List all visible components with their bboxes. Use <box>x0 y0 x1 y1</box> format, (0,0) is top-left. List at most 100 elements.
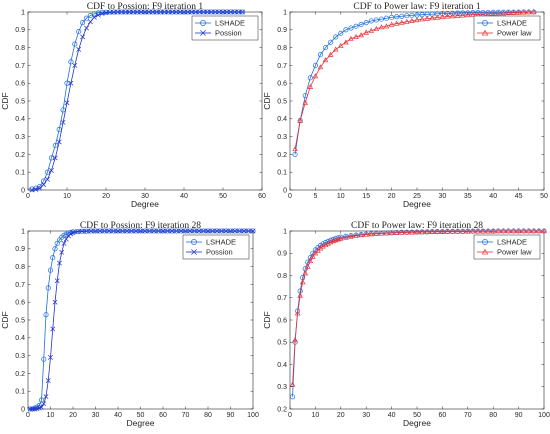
data-point <box>64 80 70 86</box>
data-point <box>68 231 74 237</box>
x-tick-label: 60 <box>159 412 167 419</box>
data-point <box>91 14 97 20</box>
data-point <box>297 117 303 123</box>
data-point <box>289 381 296 387</box>
data-point <box>297 292 303 298</box>
data-point <box>531 228 537 234</box>
data-point <box>373 17 379 23</box>
data-point <box>310 253 316 259</box>
data-point <box>429 228 436 234</box>
data-point <box>50 255 56 261</box>
data-point <box>174 228 179 234</box>
chart-panel-1: CDF to Possion: F9 iteration 10 10 20 30 40 5… <box>0 2 266 209</box>
y-tick-label: 0.7 <box>15 63 25 70</box>
data-point <box>541 228 547 234</box>
data-point <box>111 228 116 234</box>
data-point <box>200 30 206 36</box>
data-point <box>481 248 489 255</box>
y-tick-label: 0.7 <box>277 63 287 70</box>
x-tick-label: 0 <box>26 412 30 419</box>
data-point <box>470 228 476 234</box>
data-point <box>307 258 314 264</box>
data-point <box>88 228 94 234</box>
data-point <box>378 24 385 30</box>
data-point <box>151 228 157 234</box>
data-point <box>241 228 247 234</box>
data-point <box>187 228 193 234</box>
data-point <box>228 228 233 234</box>
data-point <box>307 75 313 81</box>
data-point <box>481 29 489 36</box>
data-point <box>60 119 66 125</box>
data-point <box>510 9 517 15</box>
data-point <box>490 9 496 15</box>
data-point <box>111 9 117 15</box>
data-point <box>424 15 430 21</box>
data-point <box>75 229 80 235</box>
data-point <box>414 229 420 235</box>
data-point <box>338 30 344 36</box>
data-point <box>52 155 58 161</box>
data-point <box>162 9 167 15</box>
data-point <box>43 394 49 399</box>
data-point <box>320 243 326 249</box>
x-tick-label: 100 <box>247 412 259 419</box>
y-tick-label: 1 <box>283 9 287 16</box>
data-point <box>54 240 60 247</box>
data-point <box>333 34 339 40</box>
legend-box <box>473 234 541 260</box>
data-point <box>302 99 309 105</box>
legend-entry: LSHADE <box>206 238 236 247</box>
x-tick-label: 40 <box>180 193 188 200</box>
data-point <box>201 228 206 234</box>
data-point <box>38 397 45 403</box>
y-tick-label: 0.3 <box>15 134 25 141</box>
data-point <box>294 310 301 316</box>
data-point <box>232 9 238 15</box>
data-point <box>398 229 405 235</box>
data-point <box>358 232 364 238</box>
data-point <box>156 228 161 234</box>
x-axis-label: Degree <box>127 418 155 428</box>
data-point <box>368 231 375 237</box>
data-point <box>39 404 44 410</box>
x-tick-label: 0 <box>26 193 30 200</box>
y-tick-label: 0.8 <box>15 45 25 52</box>
data-point <box>307 83 314 89</box>
data-point <box>191 249 197 255</box>
series-possion <box>27 228 256 412</box>
data-point <box>193 9 199 15</box>
data-point <box>48 155 54 161</box>
y-tick-label: 0.5 <box>15 317 25 324</box>
data-point <box>520 9 527 15</box>
data-point <box>368 18 374 24</box>
data-point <box>147 228 152 234</box>
y-axis-label: CDF <box>0 92 10 109</box>
data-point <box>419 229 425 235</box>
data-point <box>480 228 486 234</box>
data-point <box>429 15 436 21</box>
data-point <box>102 228 107 234</box>
data-point <box>41 182 47 188</box>
x-tick-label: 45 <box>515 193 523 200</box>
data-point <box>399 13 405 19</box>
data-point <box>189 9 195 15</box>
data-point <box>505 228 512 234</box>
data-point <box>63 236 69 242</box>
data-point <box>378 16 384 22</box>
data-point <box>292 151 298 157</box>
data-point <box>99 11 105 17</box>
x-tick-label: 20 <box>102 193 110 200</box>
data-point <box>353 232 359 238</box>
y-tick-label: 0.8 <box>277 273 287 280</box>
data-point <box>173 9 179 15</box>
y-tick-label: 0.4 <box>15 116 25 123</box>
plot-area <box>27 230 254 410</box>
data-point <box>165 9 171 15</box>
data-point <box>41 401 47 407</box>
data-point <box>177 9 183 15</box>
data-point <box>50 326 56 332</box>
data-point <box>325 240 331 246</box>
